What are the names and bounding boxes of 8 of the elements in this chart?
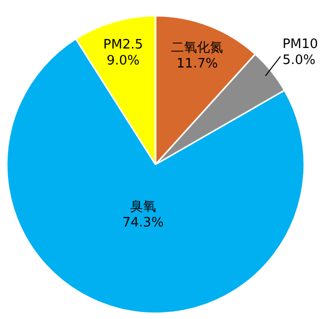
- data-label: 11.7%: [176, 56, 218, 72]
- data-label: 5.0%: [282, 52, 316, 68]
- slice-label: PM2.5: [103, 37, 143, 52]
- data-label: 9.0%: [106, 53, 140, 68]
- slice-label: PM10: [282, 36, 318, 52]
- slice-label: 臭氧: [130, 199, 156, 214]
- data-label: 74.3%: [122, 215, 164, 230]
- slice-label: 二氧化氮: [171, 40, 224, 56]
